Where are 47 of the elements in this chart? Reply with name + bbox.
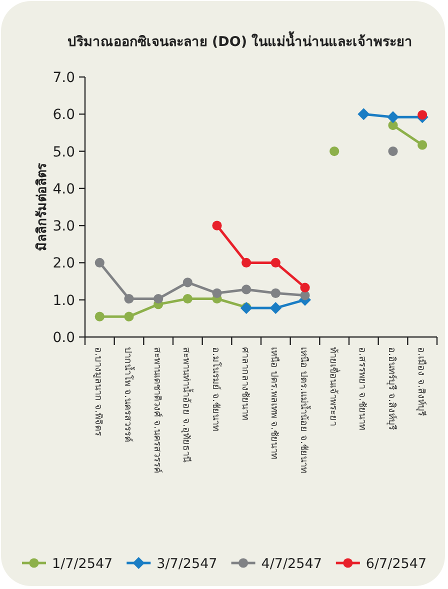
point — [418, 140, 428, 150]
x-tick-label: สะพานเดชาติวงศ์ จ.นครสวรรค์ — [151, 347, 164, 474]
point — [94, 258, 104, 268]
point — [212, 220, 222, 230]
point — [212, 288, 222, 298]
legend-label: 4/7/2547 — [261, 556, 322, 572]
legend-label: 6/7/2547 — [366, 556, 427, 572]
x-tick-label: ท้ายเขื่อนเจ้าพระยา — [327, 347, 340, 426]
x-tick-label: ปากน้ำโพ จ.นครสวรรค์ — [122, 347, 135, 442]
x-tick-label: เหนือ ปตร.พลเทพ จ.ชัยนาท — [268, 347, 280, 460]
point — [94, 312, 104, 322]
point — [182, 278, 192, 288]
y-tick-label: 3.0 — [52, 218, 75, 235]
y-tick-label: 1.0 — [52, 292, 75, 309]
x-tick-label: อ.มโนรมย์ จ.ชัยนาท — [210, 347, 222, 432]
y-tick-label: 0.0 — [52, 330, 75, 346]
point — [330, 146, 340, 156]
legend-label: 3/7/2547 — [156, 556, 218, 572]
legend-label: 1/7/2547 — [52, 556, 113, 572]
x-tick-label: สะพานท่าน้ำอ้อย จ.อุทัยธานี — [180, 347, 194, 464]
y-tick-label: 7.0 — [52, 70, 75, 86]
x-tick-label: ศาลากลางชัยนาท — [239, 347, 250, 420]
point — [270, 302, 282, 314]
point — [124, 294, 134, 304]
x-tick-label: อ.เมือง จ.สิงห์บุรี — [415, 347, 428, 416]
y-tick-label: 6.0 — [52, 107, 75, 124]
point — [182, 294, 192, 304]
x-tick-label: อ.บางมูลนาก จ.พิจิตร — [92, 347, 104, 436]
chart-title: ปริมาณออกซิเจนละลาย (DO) ในแม่น้ำน่านและเจ้าพระยา — [67, 31, 413, 50]
y-tick-label: 5.0 — [52, 144, 75, 160]
point — [387, 111, 399, 124]
point — [358, 108, 370, 120]
point — [270, 288, 280, 298]
point — [242, 284, 252, 294]
point — [270, 258, 280, 268]
y-axis-title: มิลลิกรัมต่อลิตร — [35, 163, 50, 251]
x-tick-label: อ.อินทร์บุรี จ.สิงห์บุรี — [386, 347, 398, 430]
point — [300, 282, 310, 292]
point — [154, 294, 164, 304]
point — [388, 146, 398, 156]
x-tick-label: เหนือ ปตร.แม่น้ำน้อย จ.ชัยนาท — [298, 347, 311, 474]
point — [242, 258, 252, 268]
y-tick-label: 2.0 — [52, 256, 75, 272]
point — [124, 312, 134, 322]
x-tick-label: อ.สรรพยา จ.ชัยนาท — [356, 347, 368, 430]
point — [418, 110, 428, 120]
y-tick-label: 4.0 — [52, 181, 75, 198]
